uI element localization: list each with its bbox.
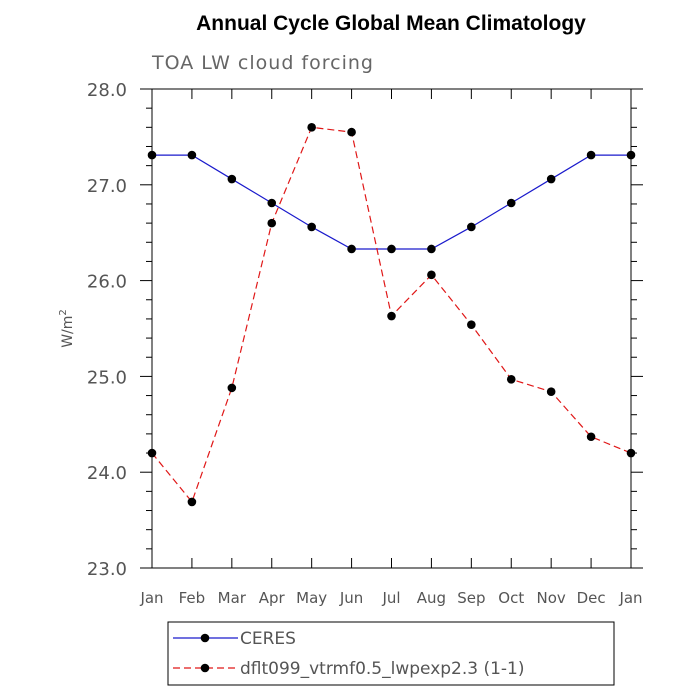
y-tick-label: 28.0	[87, 80, 127, 101]
data-point	[467, 222, 476, 232]
data-point	[227, 383, 237, 393]
x-tick-label: May	[296, 589, 327, 607]
y-axis-label-base: W/m	[60, 316, 76, 348]
x-tick-label: Jul	[381, 589, 400, 607]
data-point	[387, 244, 396, 254]
legend-label-1: CERES	[240, 629, 296, 649]
data-point	[586, 150, 596, 160]
x-tick-label: Oct	[498, 589, 524, 607]
series-2	[147, 123, 636, 507]
y-tick-label: 24.0	[87, 463, 127, 484]
y-tick-label: 23.0	[87, 559, 127, 580]
data-point	[347, 244, 356, 254]
legend-box	[167, 621, 615, 686]
series-1	[147, 150, 636, 254]
data-point	[546, 174, 556, 184]
x-tick-label: Aug	[417, 589, 446, 607]
data-point	[427, 244, 436, 254]
x-tick-label: Jun	[339, 589, 363, 607]
data-point	[307, 123, 316, 132]
chart-subtitle: TOA LW cloud forcing	[151, 52, 374, 74]
data-point	[147, 448, 157, 458]
x-tick-label: Jan	[139, 589, 163, 607]
data-point	[626, 448, 636, 458]
data-point	[267, 198, 277, 208]
x-tick-label: Feb	[179, 589, 206, 607]
legend-marker-1	[200, 633, 210, 643]
data-point	[546, 387, 556, 397]
x-tick-label: Nov	[537, 589, 566, 607]
chart-title: Annual Cycle Global Mean Climatology	[196, 12, 586, 35]
x-tick-label: Apr	[259, 589, 286, 607]
data-point	[467, 320, 476, 329]
data-point	[147, 150, 157, 160]
data-point	[586, 432, 596, 442]
data-point	[626, 150, 636, 160]
x-tick-label: Jan	[618, 589, 642, 607]
data-point	[506, 374, 516, 384]
series-line	[152, 154, 631, 250]
y-tick-label: 26.0	[87, 272, 127, 293]
series-layer	[147, 123, 636, 507]
data-point	[267, 218, 277, 228]
data-point	[387, 311, 396, 321]
axes: Jan Feb Mar Apr May Jun Jul Aug Sep Oct Nov Dec Jan 2…	[58, 80, 643, 607]
data-point	[227, 174, 237, 184]
legend-label-2: dflt099_vtrmf0.5_lwpexp2.3 (1-1)	[240, 659, 525, 679]
data-point	[307, 222, 316, 232]
x-tick-label: Sep	[457, 589, 485, 607]
data-point	[506, 198, 516, 208]
data-point	[187, 150, 197, 160]
y-tick-label: 27.0	[87, 176, 127, 197]
legend-marker-2	[200, 663, 210, 673]
y-tick-label: 25.0	[87, 367, 127, 388]
plot-frame	[151, 88, 632, 569]
data-point	[187, 497, 197, 507]
y-axis-label: W/m2	[58, 309, 76, 348]
data-point	[347, 127, 356, 137]
y-axis-label-superscript: 2	[58, 309, 69, 315]
x-tick-label: Dec	[577, 589, 606, 607]
data-point	[427, 270, 436, 280]
x-tick-label: Mar	[218, 589, 247, 607]
legend: CERES dflt099_vtrmf0.5_lwpexp2.3 (1-1)	[167, 621, 615, 686]
